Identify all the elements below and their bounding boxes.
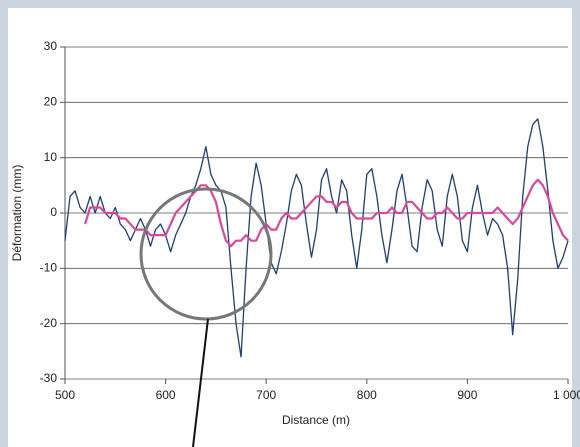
x-axis-title: Distance (m) <box>282 413 350 427</box>
data-line <box>64 118 569 358</box>
y-axis-title: Déformation (mm) <box>10 165 24 262</box>
x-tick-label: 700 <box>256 388 276 402</box>
y-tick-label: 20 <box>44 95 58 109</box>
x-tick-label: 1 000 <box>553 388 580 402</box>
data-line <box>84 178 569 248</box>
x-tick-label: 800 <box>357 388 377 402</box>
y-tick-label: -20 <box>40 316 58 330</box>
y-tick-label: -30 <box>40 371 58 385</box>
y-tick-label: 10 <box>44 150 58 164</box>
y-tick-label: -10 <box>40 261 58 275</box>
pointer-line <box>192 318 209 447</box>
x-tick-label: 900 <box>457 388 477 402</box>
highlight-circle <box>139 187 273 321</box>
x-tick-label: 600 <box>156 388 176 402</box>
x-tick-label: 500 <box>55 388 75 402</box>
y-tick-label: 0 <box>50 205 57 219</box>
panel <box>8 8 572 447</box>
y-tick-label: 30 <box>44 39 58 53</box>
